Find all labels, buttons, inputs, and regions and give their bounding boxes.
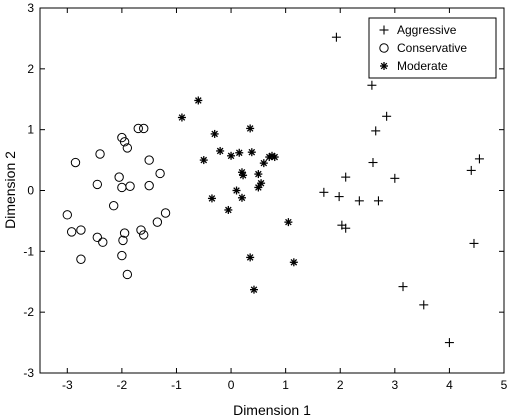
conservative-point	[108, 201, 119, 211]
moderate-point	[259, 159, 268, 168]
aggressive-point	[368, 158, 378, 168]
conservative-point	[160, 208, 171, 218]
conservative-point	[98, 237, 108, 247]
moderate-point	[207, 194, 216, 203]
aggressive-point	[398, 282, 408, 292]
conservative-point	[152, 217, 163, 227]
moderate-point	[249, 285, 258, 294]
x-axis-label: Dimension 1	[233, 402, 311, 418]
moderate-point	[239, 171, 248, 180]
conservative-point	[95, 149, 105, 159]
x-tick-label: 5	[501, 378, 508, 392]
moderate-point	[257, 179, 266, 188]
conservative-point	[70, 157, 81, 168]
moderate-point	[235, 148, 244, 157]
moderate-point	[199, 156, 208, 165]
y-tick-label: -3	[23, 366, 34, 380]
aggressive-point	[334, 192, 344, 202]
conservative-point	[122, 143, 133, 153]
legend-box	[368, 17, 497, 79]
legend: Aggressive Conservative Moderate	[368, 17, 497, 79]
conservative-point	[114, 172, 124, 182]
aggressive-point	[341, 223, 351, 233]
axis-ticks: -3 -2 -1 0 1 2 3 4 5 -3 -2 -1 0 1 2 3	[23, 1, 507, 392]
conservative-point	[125, 181, 135, 191]
y-tick-label: 1	[27, 123, 34, 137]
moderate-point	[237, 193, 246, 202]
conservative-point	[92, 179, 103, 190]
aggressive-point	[382, 111, 392, 121]
aggressive-point	[341, 172, 351, 182]
conservative-point	[66, 227, 77, 237]
conservative-point	[122, 269, 133, 280]
moderate-point	[210, 129, 219, 138]
moderate-point	[270, 153, 279, 162]
x-tick-label: 2	[337, 378, 344, 392]
aggressive-point	[373, 196, 383, 206]
x-tick-label: -2	[117, 378, 128, 392]
moderate-point	[246, 253, 255, 262]
aggressive-point	[466, 165, 476, 175]
moderate-point	[247, 148, 256, 157]
conservative-point	[62, 210, 72, 220]
aggressive-point	[354, 196, 364, 206]
conservative-point	[136, 225, 146, 235]
conservative-point	[139, 230, 149, 240]
conservative-point	[118, 235, 128, 246]
x-tick-label: 1	[282, 378, 289, 392]
aggressive-point	[419, 300, 429, 310]
moderate-point	[177, 113, 186, 122]
y-tick-label: -2	[23, 305, 34, 319]
aggressive-point	[331, 32, 341, 42]
conservative-point	[76, 225, 86, 235]
aggressive-point	[444, 338, 454, 348]
x-tick-label: 0	[228, 378, 235, 392]
legend-label-conservative: Conservative	[397, 41, 467, 55]
moderate-point	[232, 186, 241, 195]
moderate-point	[284, 218, 293, 227]
legend-marker-conservative	[379, 43, 389, 53]
legend-marker-moderate	[380, 62, 388, 70]
y-tick-label: -1	[23, 244, 34, 258]
legend-marker-aggressive	[379, 25, 389, 35]
conservative-point	[155, 168, 165, 179]
y-tick-label: 2	[27, 62, 34, 76]
data-points	[62, 32, 484, 348]
x-tick-label: -3	[62, 378, 73, 392]
moderate-point	[254, 170, 263, 179]
aggressive-point	[319, 187, 329, 197]
aggressive-point	[474, 154, 484, 164]
y-tick-label: 0	[27, 184, 34, 198]
aggressive-point	[390, 173, 400, 183]
x-tick-label: -1	[171, 378, 182, 392]
legend-items: Aggressive Conservative Moderate	[379, 23, 467, 73]
moderate-point	[216, 146, 225, 155]
conservative-point	[119, 137, 130, 147]
moderate-point	[224, 205, 233, 214]
conservative-point	[133, 123, 143, 134]
aggressive-point	[469, 238, 479, 248]
moderate-point	[289, 258, 298, 267]
y-axis-label: Dimension 2	[2, 151, 18, 229]
moderate-point	[194, 96, 203, 105]
conservative-point	[144, 180, 154, 191]
moderate-point	[254, 183, 263, 192]
legend-label-aggressive: Aggressive	[397, 23, 457, 37]
conservative-point	[119, 228, 130, 238]
aggressive-point	[367, 80, 377, 90]
legend-label-moderate: Moderate	[397, 59, 448, 73]
moderate-point	[227, 151, 236, 160]
conservative-point	[139, 123, 149, 134]
conservative-point	[92, 232, 103, 243]
x-tick-label: 4	[446, 378, 453, 392]
conservative-point	[117, 250, 127, 261]
x-tick-label: 3	[391, 378, 398, 392]
aggressive-point	[371, 126, 381, 136]
moderate-point	[246, 124, 255, 133]
y-tick-label: 3	[27, 1, 34, 15]
conservative-point	[76, 254, 86, 264]
conservative-point	[144, 155, 154, 165]
